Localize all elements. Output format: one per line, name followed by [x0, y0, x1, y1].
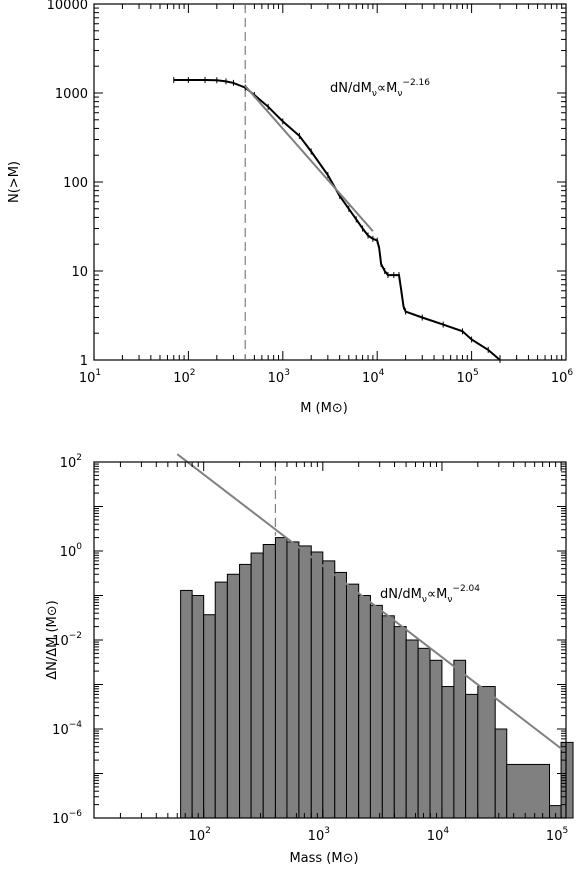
- y-tick-label: 1000: [55, 87, 88, 102]
- y-axis-label: N(>M): [7, 161, 22, 203]
- x-tick-label: 105: [456, 368, 478, 386]
- y-axis-label: ΔN/ΔM (M⊙): [45, 600, 60, 680]
- histogram-bar: [322, 560, 336, 819]
- x-tick-label: 102: [173, 368, 195, 386]
- histogram-bar: [180, 589, 193, 819]
- x-tick-label: 103: [308, 826, 330, 844]
- x-axis-label: Mass (M⊙): [289, 851, 358, 866]
- histogram-bar: [358, 595, 371, 819]
- histogram-bar: [203, 614, 216, 819]
- x-axis-label: M (M⊙): [300, 401, 348, 416]
- x-tick-label: 101: [79, 368, 101, 386]
- y-tick-label: 100: [60, 542, 83, 560]
- power-law-annotation: dN/dMν∝Mν−2.04: [380, 584, 480, 605]
- histogram-bar: [226, 573, 241, 819]
- histogram-bar: [453, 659, 467, 819]
- histogram-bar: [334, 571, 347, 819]
- power-law-fit-line: [244, 85, 374, 232]
- histogram-bar: [310, 551, 324, 819]
- histogram-bar: [274, 537, 288, 819]
- histogram-bar: [214, 581, 228, 819]
- histogram-bar: [381, 615, 395, 819]
- histogram-bar: [345, 583, 360, 819]
- histogram-bar: [477, 686, 496, 819]
- power-law-fit-line: [176, 453, 567, 754]
- y-tick-label: 100: [63, 176, 88, 191]
- y-tick-label: 10−6: [52, 809, 82, 827]
- histogram-bar: [494, 728, 508, 819]
- histogram-bar: [239, 563, 252, 819]
- y-tick-label: 10−2: [52, 631, 82, 649]
- x-tick-label: 104: [362, 368, 385, 386]
- histogram-bar: [250, 552, 264, 819]
- y-tick-label: 10−4: [52, 720, 82, 738]
- power-law-annotation: dN/dMν∝Mν−2.16: [330, 78, 430, 99]
- x-tick-label: 104: [427, 826, 450, 844]
- histogram-bar: [465, 693, 479, 819]
- histogram-bar: [417, 647, 431, 819]
- x-tick-label: 105: [546, 826, 568, 844]
- histogram-bar: [506, 763, 551, 819]
- histogram-bar: [441, 686, 455, 819]
- histogram-bar: [429, 659, 443, 819]
- x-tick-label: 102: [189, 826, 211, 844]
- y-tick-label: 1: [80, 354, 88, 369]
- histogram-bar: [262, 543, 276, 819]
- y-tick-label: 10000: [47, 0, 88, 13]
- histogram-bar: [191, 595, 205, 819]
- histogram-bar: [298, 545, 312, 819]
- y-tick-label: 102: [60, 453, 82, 471]
- x-tick-label: 106: [551, 368, 574, 386]
- histogram-bar: [405, 639, 419, 819]
- y-tick-label: 10: [71, 265, 88, 280]
- cumulative-series-line: [173, 79, 501, 361]
- mass-function-panel: 102 103 104 105 10−6 10−4 10−2 100 102 ΔN/ΔM (M⊙…: [45, 453, 574, 866]
- x-tick-label: 103: [268, 368, 290, 386]
- histogram-bar: [369, 604, 383, 819]
- histogram-bar: [286, 541, 300, 819]
- histogram-bar: [393, 626, 407, 819]
